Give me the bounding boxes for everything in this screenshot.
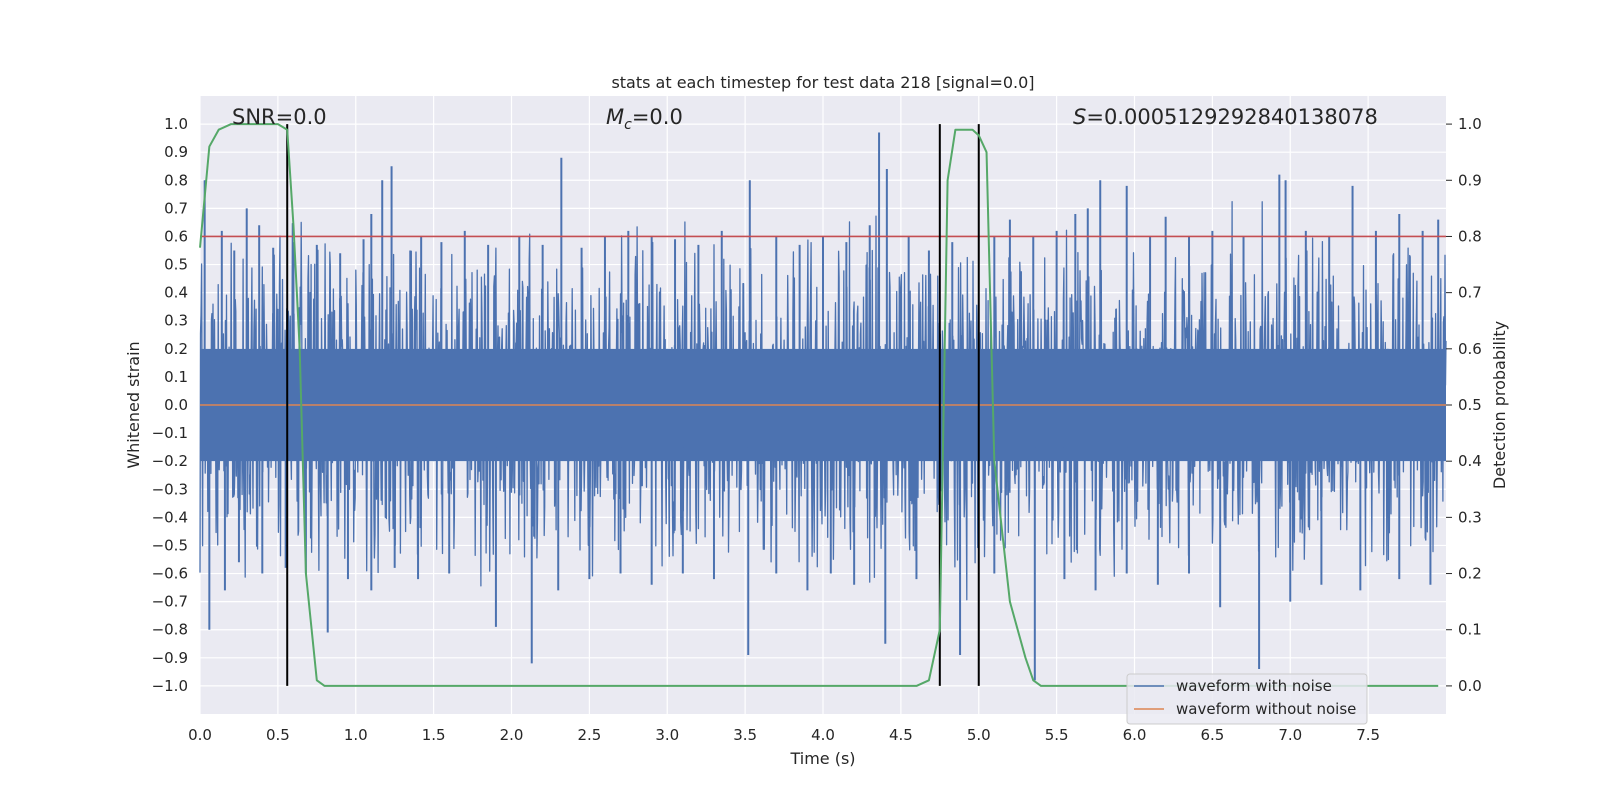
s-symbol: S	[1073, 105, 1086, 129]
y-right-tick-label: 0.7	[1458, 284, 1482, 302]
y-tick-label: 0.5	[164, 256, 188, 274]
y-right-tick-label: 0.1	[1458, 621, 1482, 639]
chirp-mass-subscript: c	[624, 117, 632, 133]
x-axis-label: Time (s)	[789, 749, 855, 768]
y-right-tick-label: 0.6	[1458, 340, 1482, 358]
x-tick-label: 4.0	[811, 726, 835, 744]
y-tick-label: 0.8	[164, 171, 188, 189]
x-tick-label: 2.5	[577, 726, 601, 744]
x-tick-label: 7.0	[1278, 726, 1302, 744]
x-tick-label: 2.0	[500, 726, 524, 744]
x-tick-label: 1.5	[422, 726, 446, 744]
chirp-mass-symbol: M	[606, 105, 624, 129]
y-tick-label: 0.1	[164, 368, 188, 386]
legend-box	[1126, 673, 1368, 725]
x-tick-label: 6.0	[1123, 726, 1147, 744]
y-tick-label: −0.8	[152, 621, 188, 639]
y-tick-label: 0.3	[164, 312, 188, 330]
x-tick-label: 1.0	[344, 726, 368, 744]
legend-label-clean: waveform without noise	[1176, 700, 1356, 718]
y-tick-label: −1.0	[152, 677, 188, 695]
y-tick-label: −0.9	[152, 649, 188, 667]
legend: waveform with noise waveform without noi…	[1126, 673, 1368, 725]
plot-area	[199, 96, 1447, 714]
y-right-tick-label: 0.3	[1458, 508, 1482, 526]
x-tick-label: 3.5	[733, 726, 757, 744]
s-annotation: S=0.0005129292840138078	[1073, 105, 1378, 129]
chirp-mass-value: =0.0	[632, 105, 683, 129]
chart-title: stats at each timestep for test data 218…	[611, 73, 1034, 92]
y-tick-label: −0.1	[152, 424, 188, 442]
x-tick-label: 3.0	[655, 726, 679, 744]
y-tick-label: 0.0	[164, 396, 188, 414]
x-tick-label: 7.5	[1356, 726, 1380, 744]
y-right-tick-label: 1.0	[1458, 115, 1482, 133]
y-tick-label: −0.3	[152, 480, 188, 498]
x-tick-label: 0.5	[266, 726, 290, 744]
overlay-series	[199, 123, 1446, 687]
y-tick-label: 0.7	[164, 199, 188, 217]
legend-label-noise: waveform with noise	[1176, 677, 1332, 695]
y-right-axis-label: Detection probability	[1490, 321, 1509, 489]
y-right-tick-label: 0.4	[1458, 452, 1482, 470]
y-axis-label: Whitened strain	[124, 341, 143, 468]
y-tick-label: 0.6	[164, 227, 188, 245]
chirp-mass-annotation: Mc=0.0	[606, 105, 683, 133]
y-tick-label: −0.2	[152, 452, 188, 470]
y-tick-label: −0.7	[152, 593, 188, 611]
y-tick-label: 0.9	[164, 143, 188, 161]
y-right-tick-label: 0.0	[1458, 677, 1482, 695]
x-tick-label: 5.5	[1045, 726, 1069, 744]
y-right-tick-label: 0.9	[1458, 171, 1482, 189]
y-right-tick-label: 0.8	[1458, 227, 1482, 245]
y-tick-label: −0.5	[152, 536, 188, 554]
y-right-tick-label: 0.2	[1458, 565, 1482, 583]
y-tick-label: −0.6	[152, 565, 188, 583]
snr-annotation: SNR=0.0	[232, 105, 327, 129]
y-tick-label: 0.2	[164, 340, 188, 358]
x-tick-label: 6.5	[1200, 726, 1224, 744]
y-tick-label: 0.4	[164, 284, 188, 302]
x-tick-label: 5.0	[967, 726, 991, 744]
y-tick-label: 1.0	[164, 115, 188, 133]
axes: 0.0 0.5 1.0 1.5 2.0 2.5 3.0 3.5 4.0 4.5 5.0 5.5 6.0 6…	[152, 115, 1482, 744]
s-value: =0.0005129292840138078	[1086, 105, 1378, 129]
y-right-tick-label: 0.5	[1458, 396, 1482, 414]
y-tick-label: −0.4	[152, 508, 188, 526]
x-tick-label: 0.0	[188, 726, 212, 744]
detection-probability-line	[199, 123, 1439, 687]
x-tick-label: 4.5	[889, 726, 913, 744]
